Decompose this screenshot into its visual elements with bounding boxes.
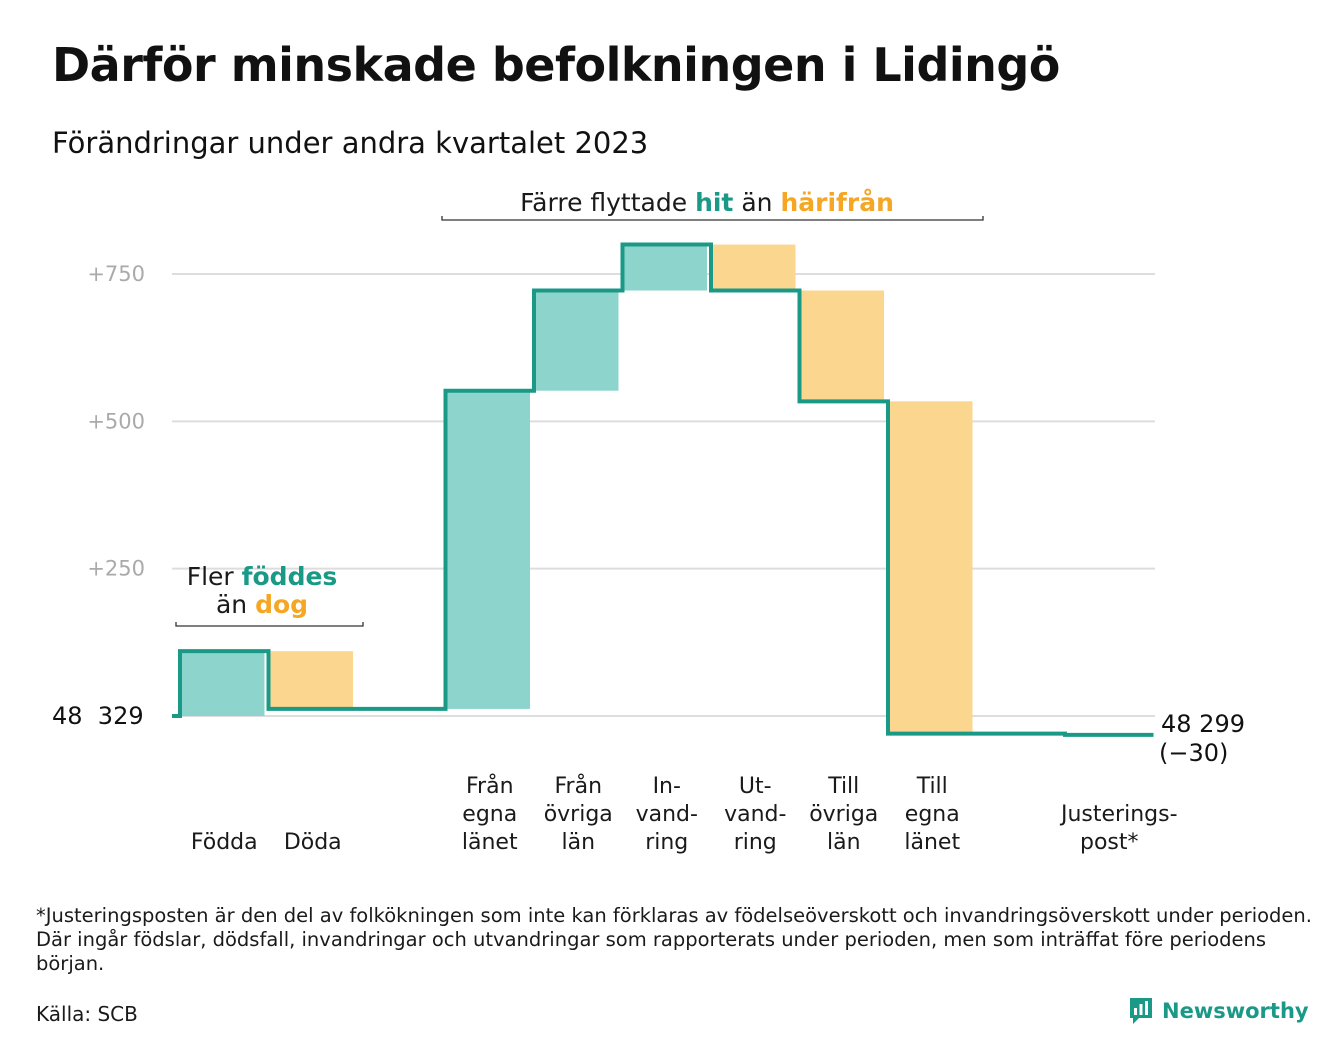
annotation-text: än dog (216, 590, 308, 619)
x-tick-label: övriga (809, 802, 878, 827)
end-value-label: 48 299 (1161, 710, 1245, 738)
increase-bar (535, 290, 619, 391)
decrease-bar (889, 401, 973, 734)
bar-chart-speech-bubble-icon (1130, 998, 1152, 1024)
brand-logo: Newsworthy (1128, 996, 1309, 1026)
x-tick-label: län (561, 830, 595, 855)
y-tick-label: +750 (87, 262, 145, 286)
cumulative-step-line (172, 242, 1154, 737)
x-tick-label: post* (1080, 830, 1139, 855)
x-tick-label: Justerings- (1059, 802, 1178, 827)
x-tick-label: Ut- (739, 774, 772, 799)
decrease-bar (712, 244, 796, 291)
increase-bar (181, 651, 265, 716)
x-tick-label: Till (827, 774, 859, 799)
waterfall-chart: +750 +500 +250 Födda Döda Från egna länet Från ö… (52, 188, 1245, 855)
brand-name: Newsworthy (1162, 999, 1309, 1023)
annotation-text: Fler föddes (187, 562, 338, 591)
increase-bar (623, 244, 707, 291)
x-tick-label: Döda (284, 830, 342, 855)
x-tick-label: Från (466, 773, 514, 799)
x-tick-label: Till (916, 774, 948, 799)
start-value-label: 48 329 (52, 702, 144, 730)
x-tick-label: vand- (636, 802, 698, 827)
decrease-bar (269, 651, 353, 709)
x-tick-label: län (827, 830, 861, 855)
x-tick-label: In- (653, 774, 681, 799)
annotation-bracket (175, 622, 364, 627)
x-tick-label: egna (462, 802, 517, 827)
x-tick-label: egna (905, 802, 960, 827)
source-label: Källa: SCB (36, 1002, 138, 1026)
x-tick-label: ring (734, 830, 777, 855)
x-tick-label: länet (904, 830, 960, 855)
y-tick-label: +500 (87, 409, 145, 433)
x-tick-label: Från (554, 773, 602, 799)
y-tick-label: +250 (87, 557, 145, 581)
x-tick-label: ring (645, 830, 688, 855)
chart-title: Därför minskade befolkningen i Lidingö (52, 38, 1060, 92)
increase-bar (446, 390, 530, 709)
annotation-text: Färre flyttade hit än härifrån (520, 188, 894, 217)
decrease-bar (800, 290, 884, 402)
annotation-bracket (441, 216, 984, 221)
x-tick-label: Födda (191, 830, 258, 855)
x-tick-label: övriga (544, 802, 613, 827)
x-tick-label: vand- (724, 802, 786, 827)
x-tick-label: länet (462, 830, 518, 855)
chart-subtitle: Förändringar under andra kvartalet 2023 (52, 126, 649, 160)
end-change-label: (−30) (1159, 739, 1228, 767)
footnote: *Justeringsposten är den del av folkökni… (36, 904, 1312, 975)
